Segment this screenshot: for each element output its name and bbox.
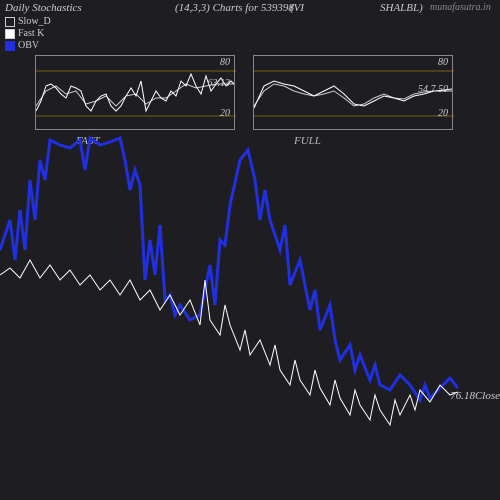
- full-stochastic-panel: 80 54.7 50 20 FULL: [253, 55, 453, 130]
- fast-scale-top: 80: [220, 57, 230, 68]
- watermark: munafasutra.in: [430, 2, 491, 13]
- chart-params: (14,3,3) Charts for 539398: [175, 2, 294, 14]
- fast-last-value: 63.13: [208, 78, 231, 89]
- full-last-value: 54.7 50: [418, 84, 448, 95]
- legend-item: OBV: [5, 40, 51, 52]
- legend-item: Fast K: [5, 28, 51, 40]
- full-scale-top: 80: [438, 57, 448, 68]
- chart-header: Daily Stochastics (14,3,3) Charts for 53…: [0, 2, 500, 42]
- full-scale-bot: 20: [438, 108, 448, 119]
- close-price-label: 76.18Close: [450, 390, 500, 402]
- legend: Slow_DFast KOBV: [5, 16, 51, 52]
- fast-scale-bot: 20: [220, 108, 230, 119]
- symbol-part1: (VI: [290, 2, 304, 14]
- legend-item: Slow_D: [5, 16, 51, 28]
- fast-stochastic-panel: 80 63.13 20 FAST: [35, 55, 235, 130]
- main-chart-area: 76.18Close: [0, 130, 460, 450]
- chart-title: Daily Stochastics: [5, 2, 82, 14]
- symbol-part2: SHALBL): [380, 2, 423, 14]
